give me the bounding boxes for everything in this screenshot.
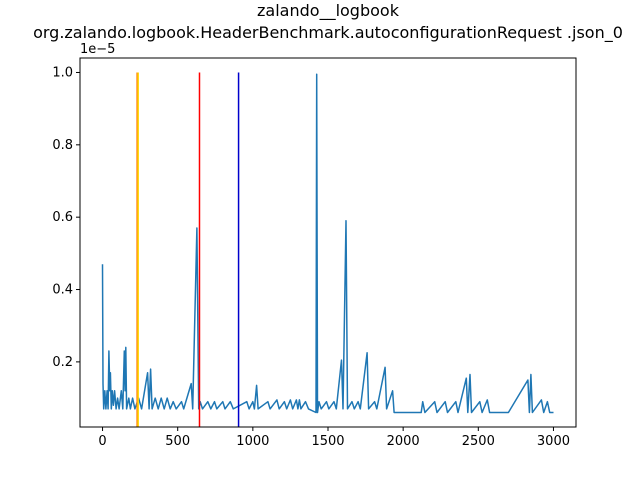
y-tick-label: 1.0 xyxy=(52,65,73,80)
x-tick-label: 500 xyxy=(165,434,190,449)
x-tick-label: 1000 xyxy=(236,434,269,449)
plot-frame xyxy=(79,57,577,428)
chart-title: zalando__logbook xyxy=(257,1,400,21)
x-tick-label: 2500 xyxy=(462,434,495,449)
y-tick-label: 0.4 xyxy=(52,283,73,298)
y-tick-label: 0.6 xyxy=(52,210,73,225)
x-tick-label: 3000 xyxy=(537,434,570,449)
x-axis: 0 500 1000 1500 2000 2500 3000 xyxy=(98,427,570,449)
y-tick-label: 0.2 xyxy=(52,355,73,370)
x-tick-label: 2000 xyxy=(387,434,420,449)
y-tick-label: 0.8 xyxy=(52,138,73,153)
x-tick-label: 1500 xyxy=(311,434,344,449)
series-line-0 xyxy=(101,73,554,414)
chart-subtitle: org.zalando.logbook.HeaderBenchmark.auto… xyxy=(33,23,623,43)
y-axis: 0.2 0.4 0.6 0.8 1.0 xyxy=(52,65,80,370)
plot-lines xyxy=(101,72,554,427)
y-offset-label: 1e−5 xyxy=(80,42,115,57)
x-tick-label: 0 xyxy=(98,434,106,449)
